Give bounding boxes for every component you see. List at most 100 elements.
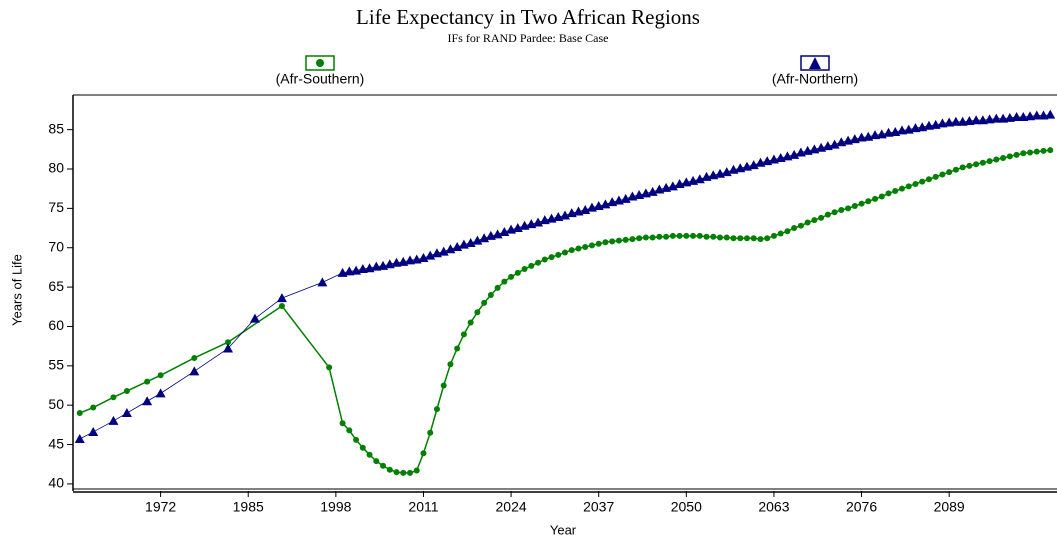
y-tick-label: 55 [48,357,64,373]
marker [223,343,234,353]
marker [499,226,510,236]
marker [339,420,346,427]
marker [824,211,831,218]
marker [76,410,83,417]
marker [703,233,710,240]
y-tick-label: 80 [48,160,64,176]
y-tick-label: 65 [48,278,64,294]
marker [1011,112,1022,122]
marker [649,234,656,241]
marker [447,361,454,368]
marker [514,269,521,276]
marker [656,233,663,240]
marker [548,254,555,261]
marker [454,345,461,352]
marker [406,469,413,476]
marker [460,331,467,338]
marker [479,233,490,243]
marker [90,404,97,411]
marker [400,469,407,476]
marker [595,240,602,247]
marker [896,125,907,135]
marker [467,319,474,326]
marker [845,205,852,212]
marker [440,382,447,389]
marker [669,232,676,239]
marker [580,204,591,214]
marker [366,451,373,458]
marker [923,120,934,130]
marker [413,467,420,474]
marker [359,444,366,451]
marker [690,232,697,239]
x-tick-label: 2089 [934,499,965,515]
y-axis-label: Years of Life [9,254,24,326]
marker [694,174,705,184]
marker [575,245,582,252]
marker [326,364,333,371]
marker [391,257,402,267]
marker [993,156,1000,163]
series-line [79,149,1051,474]
marker [898,185,905,192]
marker [984,114,995,124]
marker [730,235,737,242]
marker [562,249,568,256]
marker [791,225,798,232]
marker [872,195,879,202]
marker [142,396,153,406]
legend-label: (Afr-Southern) [276,71,365,87]
marker [851,203,858,210]
marker [991,113,1002,123]
marker [373,458,380,465]
marker [629,236,636,243]
marker [1031,110,1042,120]
y-tick-label: 85 [48,120,64,136]
marker [838,206,845,213]
marker [121,408,132,418]
marker [757,236,764,243]
marker [717,234,724,241]
marker [528,262,535,269]
marker [1004,112,1015,122]
marker [249,313,260,323]
marker [393,469,400,476]
legend-marker [809,57,821,69]
marker [1045,109,1056,119]
marker [123,388,130,395]
marker [663,233,670,240]
x-tick-label: 2024 [496,499,527,515]
y-tick-label: 45 [48,435,64,451]
marker [472,235,483,245]
marker [622,236,629,243]
marker [892,188,899,195]
marker [487,291,494,298]
marker [818,214,825,221]
marker [971,115,982,125]
marker [831,209,838,216]
marker [977,115,988,125]
x-tick-label: 2063 [758,499,789,515]
marker [1047,147,1054,154]
marker [225,339,232,346]
marker [1033,148,1040,155]
y-tick-label: 70 [48,238,64,254]
marker [748,160,759,170]
marker [721,167,732,177]
marker [108,415,119,425]
marker [1013,151,1020,158]
marker [508,273,515,280]
marker [521,265,528,272]
marker [919,178,926,185]
marker [189,366,200,376]
marker [856,132,867,142]
marker [979,159,986,166]
marker [615,237,622,244]
marker [110,394,117,401]
marker [950,116,961,126]
marker [789,149,800,159]
marker [1018,112,1029,122]
marker [804,219,811,226]
marker [1038,110,1049,120]
